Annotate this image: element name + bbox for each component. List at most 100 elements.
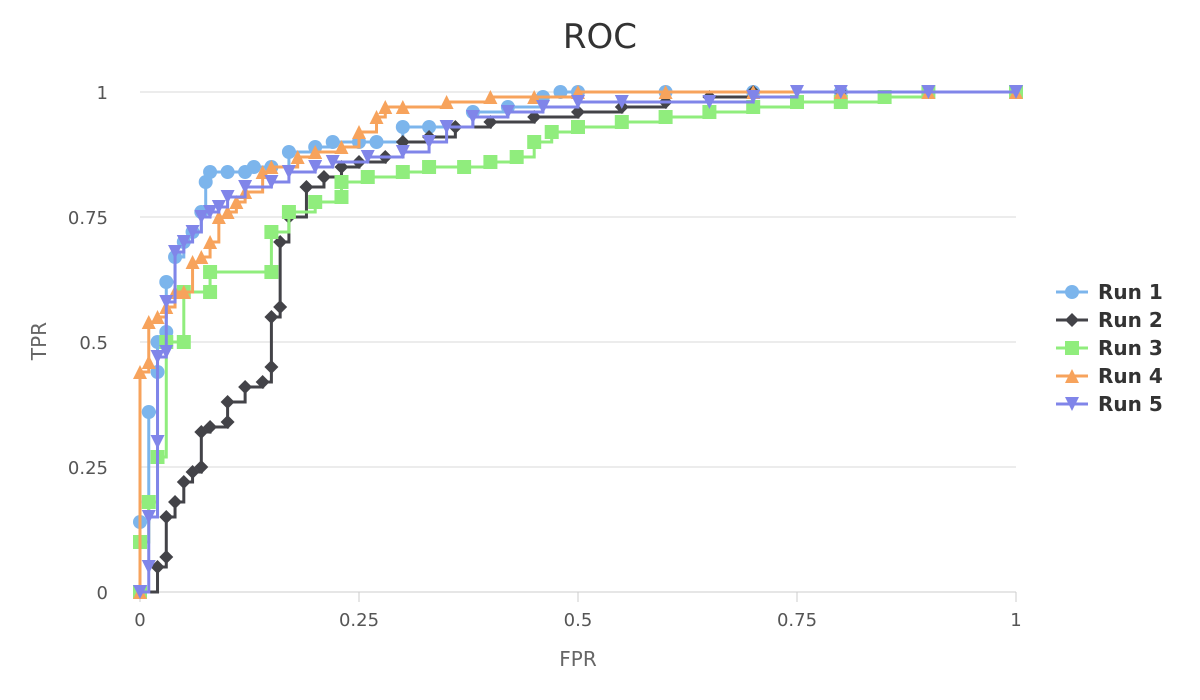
data-point	[220, 415, 235, 429]
data-point	[150, 435, 165, 449]
legend-item-run-4[interactable]: Run 4	[1056, 364, 1163, 388]
data-point	[194, 460, 209, 474]
data-point	[702, 105, 717, 119]
data-point	[308, 160, 323, 174]
data-point	[220, 190, 235, 204]
data-point	[211, 210, 226, 224]
data-point	[150, 310, 165, 324]
data-point	[422, 160, 437, 174]
data-point	[334, 140, 349, 154]
y-tick-label: 1	[97, 83, 108, 104]
data-point	[168, 495, 183, 509]
data-point	[159, 510, 174, 524]
legend-marker-icon	[1065, 285, 1079, 299]
data-point	[395, 165, 410, 179]
data-point	[308, 145, 323, 159]
data-point	[176, 335, 191, 349]
data-point	[483, 155, 498, 169]
legend-marker-icon	[1065, 341, 1079, 355]
x-tick-label: 1	[1010, 610, 1021, 631]
data-point	[614, 95, 629, 109]
data-point	[264, 310, 279, 324]
grid	[140, 91, 1016, 468]
data-point	[334, 190, 349, 204]
legend-label: Run 3	[1098, 336, 1163, 360]
data-point	[159, 275, 174, 289]
data-point	[141, 495, 156, 509]
x-tick-label: 0	[134, 610, 145, 631]
data-point	[203, 285, 218, 299]
legend-item-run-3[interactable]: Run 3	[1056, 336, 1163, 360]
data-point	[395, 120, 410, 134]
data-point	[457, 160, 472, 174]
data-point	[176, 285, 191, 299]
x-tick-label: 0.5	[564, 610, 593, 631]
data-point	[150, 560, 165, 574]
data-point	[141, 560, 156, 574]
data-point	[141, 510, 156, 524]
y-tick-label: 0.75	[68, 208, 108, 229]
data-point	[246, 160, 261, 174]
data-point	[378, 100, 393, 114]
data-point	[299, 180, 314, 194]
data-point	[483, 90, 498, 104]
data-point	[159, 345, 174, 359]
data-point	[360, 170, 375, 184]
data-point	[264, 175, 279, 189]
legend-item-run-2[interactable]: Run 2	[1056, 308, 1163, 332]
data-point	[203, 205, 218, 219]
data-point	[133, 585, 147, 599]
series-5	[133, 85, 1023, 599]
legend-label: Run 5	[1098, 392, 1163, 416]
x-axis-label: FPR	[559, 647, 597, 671]
x-tick-label: 0.25	[339, 610, 379, 631]
data-point	[238, 180, 253, 194]
data-point	[238, 380, 253, 394]
legend-item-run-5[interactable]: Run 5	[1056, 392, 1163, 416]
data-point	[702, 95, 717, 109]
data-point	[185, 255, 200, 269]
data-point	[185, 225, 200, 239]
data-point	[439, 95, 454, 109]
data-point	[264, 265, 279, 279]
data-point	[921, 85, 936, 99]
data-point	[281, 165, 296, 179]
data-point	[334, 175, 349, 189]
legend-label: Run 1	[1098, 280, 1163, 304]
data-point	[273, 300, 288, 314]
data-point	[360, 150, 375, 164]
data-point	[544, 125, 559, 139]
data-point	[290, 150, 305, 164]
data-point	[614, 115, 629, 129]
data-point	[369, 135, 384, 149]
x-tick-label: 0.75	[777, 610, 817, 631]
y-tick-label: 0.5	[79, 333, 108, 354]
legend-item-run-1[interactable]: Run 1	[1056, 280, 1163, 304]
legend-label: Run 2	[1098, 308, 1163, 332]
data-point	[465, 110, 480, 124]
data-point	[369, 110, 384, 124]
data-point	[264, 225, 279, 239]
data-point	[316, 170, 331, 184]
data-point	[509, 150, 524, 164]
data-point	[168, 245, 183, 259]
y-axis-label: TPR	[27, 322, 51, 361]
data-point	[220, 165, 235, 179]
data-point	[211, 200, 226, 214]
data-point	[176, 475, 191, 489]
data-point	[422, 135, 437, 149]
y-tick-label: 0	[97, 583, 108, 604]
data-point	[395, 145, 410, 159]
data-point	[141, 355, 156, 369]
data-point	[150, 350, 165, 364]
data-point	[220, 395, 235, 409]
data-point	[159, 295, 174, 309]
data-point	[500, 105, 515, 119]
data-point	[658, 110, 673, 124]
data-point	[308, 195, 323, 209]
data-point	[833, 85, 848, 99]
data-point	[352, 125, 366, 139]
data-point	[527, 135, 542, 149]
data-point	[264, 360, 279, 374]
legend[interactable]: Run 1 Run 2 Run 3 Run 4 Run 5	[1056, 280, 1163, 416]
